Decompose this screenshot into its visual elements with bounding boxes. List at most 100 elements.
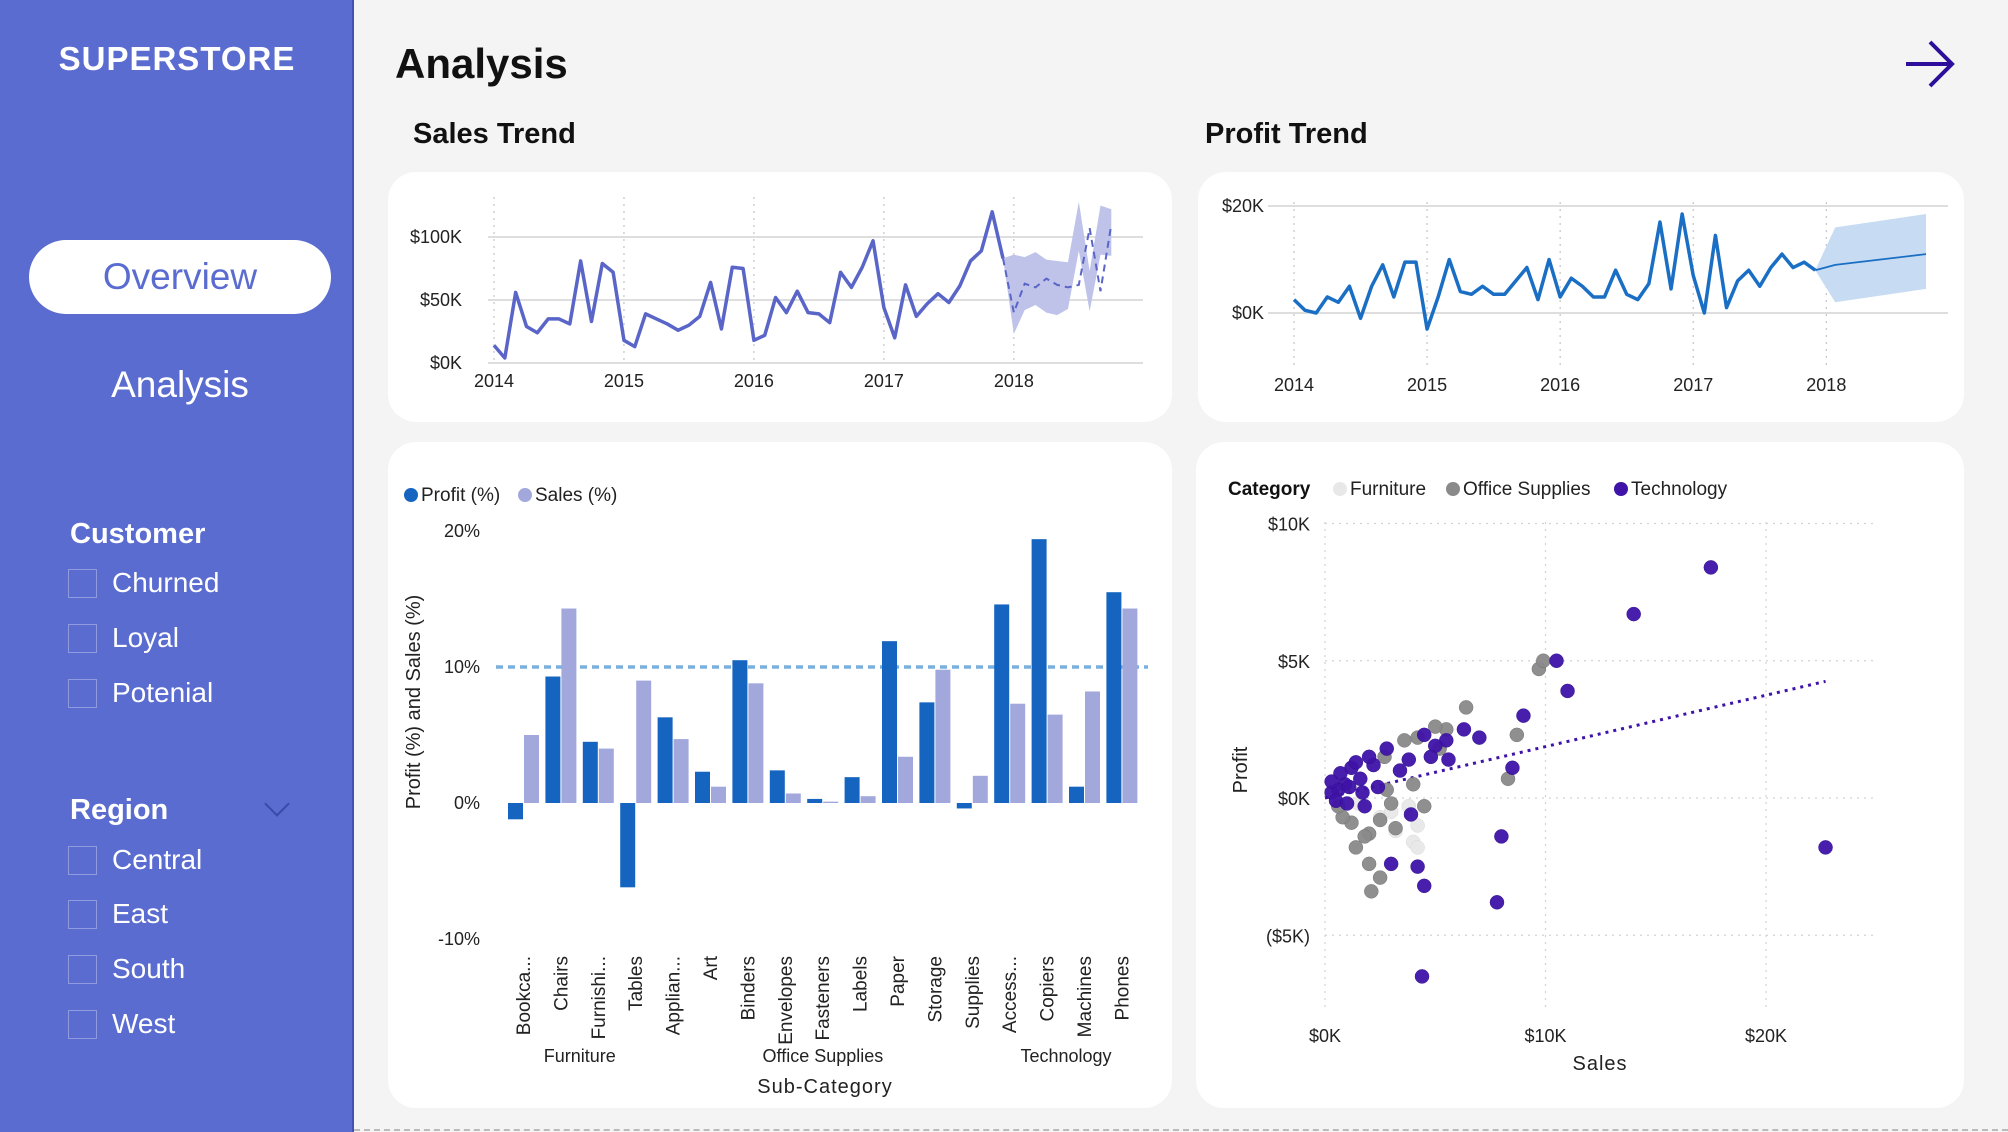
nav-overview-button[interactable]: Overview (29, 240, 331, 314)
scatter-point (1818, 840, 1833, 855)
scatter-point (1372, 870, 1388, 885)
region-slicer-title: Region (70, 794, 169, 826)
y-tick-label: ($5K) (1266, 926, 1310, 946)
bar-profit (620, 803, 636, 888)
checkbox[interactable] (68, 568, 97, 598)
customer-option-loyal[interactable]: Loyal (68, 621, 179, 655)
x-tick-label: Applian... (664, 956, 685, 1035)
region-option-west[interactable]: West (68, 1007, 175, 1041)
customer-slicer-title: Customer (70, 518, 206, 550)
scatter-point (1423, 749, 1439, 765)
scatter-point (1416, 727, 1432, 743)
x-tick-label: Binders (738, 956, 759, 1020)
y-tick-label: $0K (1278, 789, 1310, 809)
x-tick-label: Labels (851, 956, 872, 1012)
bar-profit (1031, 539, 1047, 803)
bar-profit (919, 702, 935, 803)
profit-trend-chart[interactable]: $0K $20K 2014 2015 2016 2017 2018 (1198, 172, 1964, 422)
y-tick-label: $0K (1232, 303, 1264, 323)
region-option-central[interactable]: Central (68, 843, 202, 877)
x-group-label: Furniture (544, 1046, 616, 1066)
x-tick-label: Bookca... (514, 956, 535, 1035)
y-axis-title: Profit (1230, 746, 1252, 793)
bar-profit (956, 803, 972, 809)
checkbox[interactable] (68, 623, 97, 653)
arrow-right-icon[interactable] (1900, 34, 1960, 94)
customer-option-churned[interactable]: Churned (68, 566, 219, 600)
x-tick-label: 2018 (1806, 375, 1846, 395)
y-axis-title: Profit (%) and Sales (%) (403, 595, 425, 810)
bar-sales (1085, 691, 1100, 803)
scatter-point (1355, 785, 1370, 800)
x-tick-label: Machines (1075, 956, 1096, 1037)
scatter-point (1403, 807, 1419, 822)
scatter-point (1405, 777, 1421, 792)
x-tick-label: Art (701, 955, 722, 980)
checkbox[interactable] (68, 845, 97, 875)
bar-sales (561, 608, 577, 803)
bar-sales (860, 796, 876, 803)
bar-sales (1122, 608, 1138, 803)
bar-sales (785, 793, 801, 803)
bar-profit (695, 771, 710, 803)
scatter-point (1324, 774, 1339, 789)
region-option-east[interactable]: East (68, 897, 168, 931)
scatter-card: Category Furniture Office Supplies Technolo… (1196, 442, 1964, 1108)
x-tick-label: 2017 (864, 371, 904, 391)
y-tick-label: $10K (1268, 515, 1310, 535)
x-tick-label: Access... (1000, 956, 1021, 1033)
bar-profit (807, 798, 823, 803)
x-tick-label: 2014 (1274, 375, 1314, 395)
bar-sales (524, 735, 539, 803)
x-tick-label: 2016 (734, 371, 774, 391)
y-tick-label: $100K (410, 227, 462, 247)
x-tick-label: Storage (925, 956, 946, 1023)
scatter-point (1626, 606, 1641, 622)
scatter-point (1458, 700, 1474, 715)
scatter-point (1410, 859, 1425, 874)
scatter-point (1361, 856, 1377, 872)
scatter-point (1410, 818, 1425, 833)
y-tick-label: 20% (444, 521, 480, 541)
scatter-point (1364, 884, 1379, 899)
checkbox[interactable] (68, 954, 97, 984)
legend-label: Technology (1631, 479, 1728, 500)
sales-trend-title: Sales Trend (413, 118, 576, 150)
chevron-down-icon[interactable] (264, 791, 290, 817)
nav-analysis-button[interactable]: Analysis (111, 364, 249, 405)
checkbox[interactable] (68, 899, 97, 929)
x-tick-label: Fasteners (813, 956, 834, 1040)
sales-trend-chart[interactable]: $0K $50K $100K 2014 2015 2016 2017 2018 (388, 172, 1172, 422)
scatter-point (1379, 741, 1394, 756)
sales-forecast-line (1002, 224, 1113, 317)
scatter-point (1357, 798, 1372, 814)
bar-profit (732, 660, 748, 803)
scatter-point (1416, 878, 1432, 894)
sidebar: SUPERSTORE Overview Analysis Customer Ch… (0, 0, 354, 1132)
checkbox[interactable] (68, 1009, 97, 1039)
trend-line (1324, 679, 1826, 800)
scatter-point (1410, 840, 1425, 855)
bar-profit (582, 741, 598, 803)
scatter-point (1516, 708, 1531, 723)
subcategory-bar-chart[interactable]: Profit (%) Sales (%) -10% 0% 10% 20% Bookca...… (388, 442, 1172, 1108)
scatter-point (1509, 727, 1525, 743)
x-axis-title: Sales (1572, 1053, 1627, 1075)
subcategory-card: Profit (%) Sales (%) -10% 0% 10% 20% Bookca...… (388, 442, 1172, 1108)
bar-sales (1010, 703, 1026, 803)
checkbox[interactable] (68, 678, 97, 708)
x-axis-title: Sub-Category (757, 1076, 892, 1098)
customer-option-potenial[interactable]: Potenial (68, 676, 213, 710)
x-tick-label: $0K (1309, 1026, 1341, 1046)
x-tick-label: Paper (888, 955, 909, 1006)
y-tick-label: $0K (430, 353, 462, 373)
region-option-south[interactable]: South (68, 952, 185, 986)
profit-series-line (1292, 212, 1817, 331)
y-tick-label: -10% (438, 929, 480, 949)
x-tick-label: 2014 (474, 371, 514, 391)
scatter-point (1392, 763, 1408, 778)
sales-profit-scatter-chart[interactable]: Category Furniture Office Supplies Technolo… (1196, 442, 1964, 1108)
scatter-point (1456, 722, 1472, 737)
profit-trend-card: $0K $20K 2014 2015 2016 2017 2018 (1198, 172, 1964, 422)
legend-label-profit: Profit (%) (421, 485, 500, 506)
